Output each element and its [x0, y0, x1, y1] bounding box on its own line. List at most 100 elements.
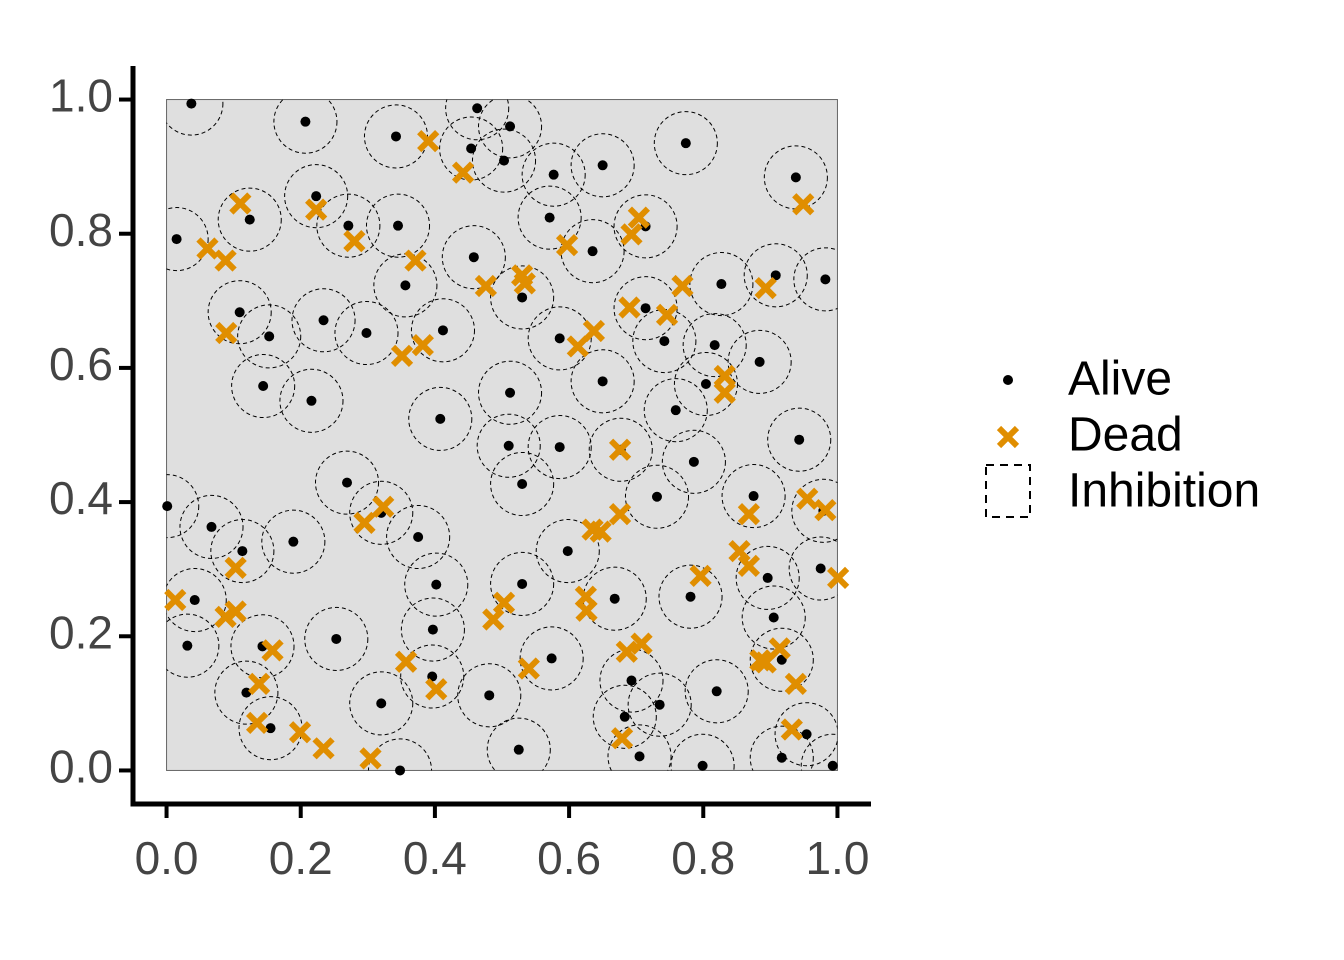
y-tick-label: 0.0: [49, 741, 113, 793]
inhibition-circle: [314, 450, 380, 515]
dead-point: [224, 556, 247, 579]
inhibition-circle: [684, 659, 749, 724]
alive-point: [597, 376, 608, 387]
alive-point: [619, 711, 630, 722]
inhibition-circle: [166, 568, 227, 633]
dead-point: [610, 727, 634, 750]
inhibition-circle: [670, 733, 735, 771]
alive-point: [258, 381, 269, 392]
alive-point: [544, 212, 555, 223]
dead-point: [394, 650, 418, 673]
dead-point: [353, 511, 376, 535]
alive-point: [343, 220, 354, 231]
alive-point: [768, 612, 779, 623]
dead-point: [608, 503, 632, 526]
dead-point: [575, 599, 598, 622]
inhibition-circle: [743, 243, 808, 308]
dead-point: [713, 381, 736, 404]
dead-point: [728, 539, 751, 563]
y-tick-label: 0.8: [49, 204, 113, 256]
dead-point: [245, 711, 269, 734]
alive-point: [801, 729, 812, 740]
alive-point: [680, 138, 691, 149]
y-tick-label: 0.2: [49, 606, 113, 658]
alive-point: [609, 593, 620, 604]
inhibition-circle: [682, 313, 747, 378]
alive-point: [435, 413, 446, 424]
dead-point: [343, 229, 366, 253]
alive-point: [548, 169, 559, 180]
alive-point: [499, 155, 510, 166]
inhibition-circle: [721, 464, 786, 529]
inhibition-circle: [471, 128, 537, 193]
inhibition-circle: [404, 552, 469, 617]
dead-point: [655, 303, 679, 327]
inhibition-circle: [613, 194, 678, 259]
inhibition-circle: [653, 111, 718, 176]
dead-point: [261, 639, 284, 662]
alive-point: [376, 698, 387, 709]
dead-point: [451, 161, 475, 184]
alive-point: [484, 690, 495, 701]
alive-point: [395, 765, 406, 776]
alive-point: [400, 280, 411, 291]
legend-label: Alive: [1068, 353, 1172, 406]
alive-point: [754, 356, 765, 367]
dead-point: [305, 198, 328, 221]
alive-point: [468, 252, 479, 263]
inhibition-circle: [800, 733, 838, 771]
inhibition-circle: [570, 133, 635, 198]
dead-point: [566, 335, 589, 358]
dead-point: [288, 721, 312, 744]
legend-label: Dead: [1068, 409, 1183, 462]
inhibition-circle: [517, 185, 582, 250]
inhibition-circle: [367, 738, 433, 771]
inhibition-circle: [217, 187, 282, 252]
inhibition-circle: [521, 142, 586, 207]
alive-point: [716, 279, 727, 290]
alive-point: [234, 307, 245, 318]
alive-point: [361, 328, 372, 339]
inhibition-circle: [793, 247, 838, 312]
dead-point: [164, 588, 187, 612]
panel-background: [166, 99, 838, 771]
inhibition-circle: [237, 304, 302, 369]
dead-point: [411, 333, 434, 357]
dead-point: [513, 272, 536, 295]
dead-point: [796, 487, 819, 510]
inhibition-circle: [349, 480, 414, 545]
dead-point: [630, 632, 653, 655]
y-tick-label: 0.4: [49, 472, 113, 524]
inhibition-circle: [304, 606, 369, 671]
alive-point: [776, 654, 787, 665]
inhibition-circle: [624, 464, 690, 529]
inhibition-circle: [727, 329, 792, 394]
dead-point: [582, 319, 606, 343]
alive-point: [794, 434, 805, 445]
dead-point: [555, 234, 579, 257]
alive-point: [762, 572, 773, 583]
legend-dead-marker: [996, 425, 1020, 449]
inhibition-circle: [166, 474, 200, 539]
alive-point: [517, 578, 528, 589]
inhibition-circle: [588, 417, 653, 482]
inhibition-circle: [400, 644, 465, 709]
alive-point: [331, 633, 342, 644]
alive-point: [413, 531, 424, 542]
alive-point: [466, 143, 477, 154]
inhibition-circle: [774, 702, 838, 767]
alive-point: [513, 744, 524, 755]
inhibition-circle: [457, 663, 522, 728]
alive-point: [311, 191, 322, 202]
dead-point: [671, 274, 694, 298]
inhibition-circle: [207, 280, 272, 345]
dead-point: [372, 495, 395, 518]
y-tick-label: 0.6: [49, 338, 113, 390]
inhibition-circle: [279, 368, 344, 433]
inhibition-circle: [689, 252, 754, 317]
inhibition-circle: [519, 626, 584, 691]
alive-point: [288, 536, 299, 547]
inhibition-circle: [400, 597, 465, 662]
alive-point: [827, 760, 838, 771]
